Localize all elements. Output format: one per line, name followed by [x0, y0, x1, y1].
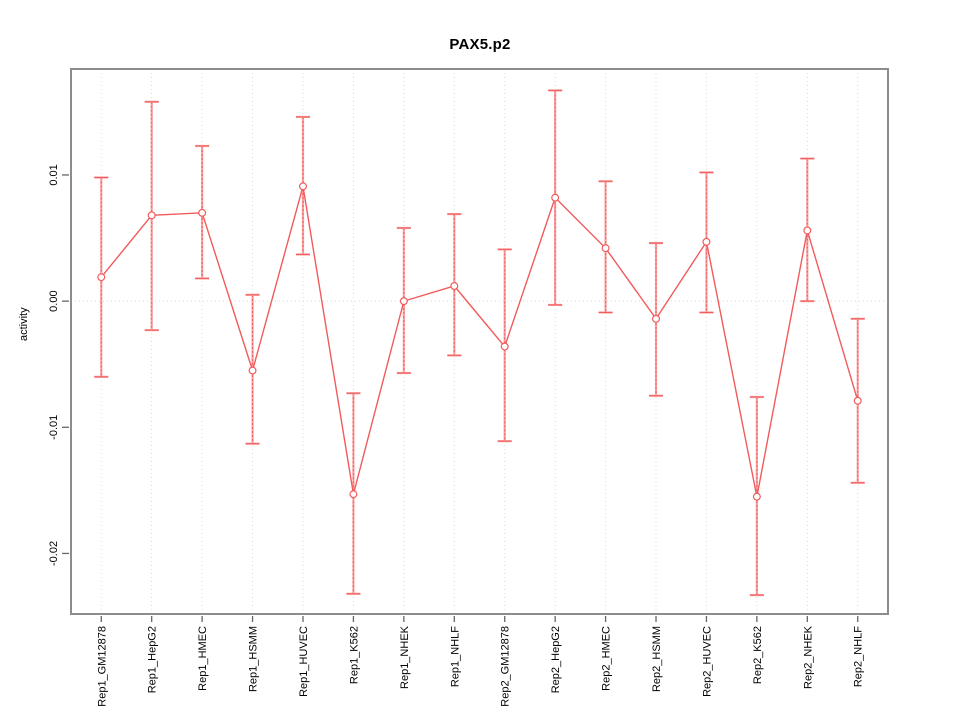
data-point-marker	[853, 396, 862, 405]
y-tick-label: -0.02	[48, 541, 60, 566]
data-point-marker	[500, 342, 509, 351]
x-tick-label: Rep2_HepG2	[550, 626, 562, 693]
x-tick-label: Rep1_GM12878	[96, 626, 108, 707]
data-point-marker	[652, 314, 661, 323]
data-point-marker	[97, 273, 106, 282]
x-tick-label: Rep1_HMEC	[197, 626, 209, 691]
data-point-marker	[248, 366, 257, 375]
x-tick-label: Rep1_K562	[348, 626, 360, 684]
data-point-marker	[450, 281, 459, 290]
x-tick-label: Rep1_HUVEC	[298, 626, 310, 697]
series-line	[100, 186, 859, 497]
x-tick-label: Rep1_NHEK	[399, 625, 411, 689]
x-tick-label: Rep2_HSMM	[651, 626, 663, 692]
data-point-marker	[752, 492, 761, 501]
x-tick-label: Rep1_NHLF	[449, 626, 461, 687]
data-point-marker	[198, 208, 207, 217]
data-point-marker	[803, 226, 812, 235]
data-point-marker	[551, 193, 560, 202]
x-tick-label: Rep2_NHLF	[853, 626, 865, 687]
data-point-marker	[702, 237, 711, 246]
x-tick-label: Rep2_K562	[752, 626, 764, 684]
data-point-marker	[147, 211, 156, 220]
x-tick-label: Rep2_NHEK	[802, 625, 814, 689]
data-point-marker	[601, 244, 610, 253]
data-point-marker	[349, 490, 358, 499]
chart-title: PAX5.p2	[449, 36, 511, 53]
y-tick-label: 0.00	[48, 290, 60, 311]
x-tick-label: Rep1_HepG2	[147, 626, 159, 693]
y-tick-label: -0.01	[48, 415, 60, 440]
data-point-marker	[298, 182, 307, 191]
x-tick-label: Rep2_HUVEC	[701, 626, 713, 697]
x-tick-label: Rep1_HSMM	[248, 626, 260, 692]
data-point-marker	[399, 297, 408, 306]
x-tick-label: Rep2_GM12878	[500, 626, 512, 707]
x-tick-label: Rep2_HMEC	[601, 626, 613, 691]
y-tick-label: 0.01	[48, 164, 60, 185]
plot-border	[70, 68, 889, 615]
